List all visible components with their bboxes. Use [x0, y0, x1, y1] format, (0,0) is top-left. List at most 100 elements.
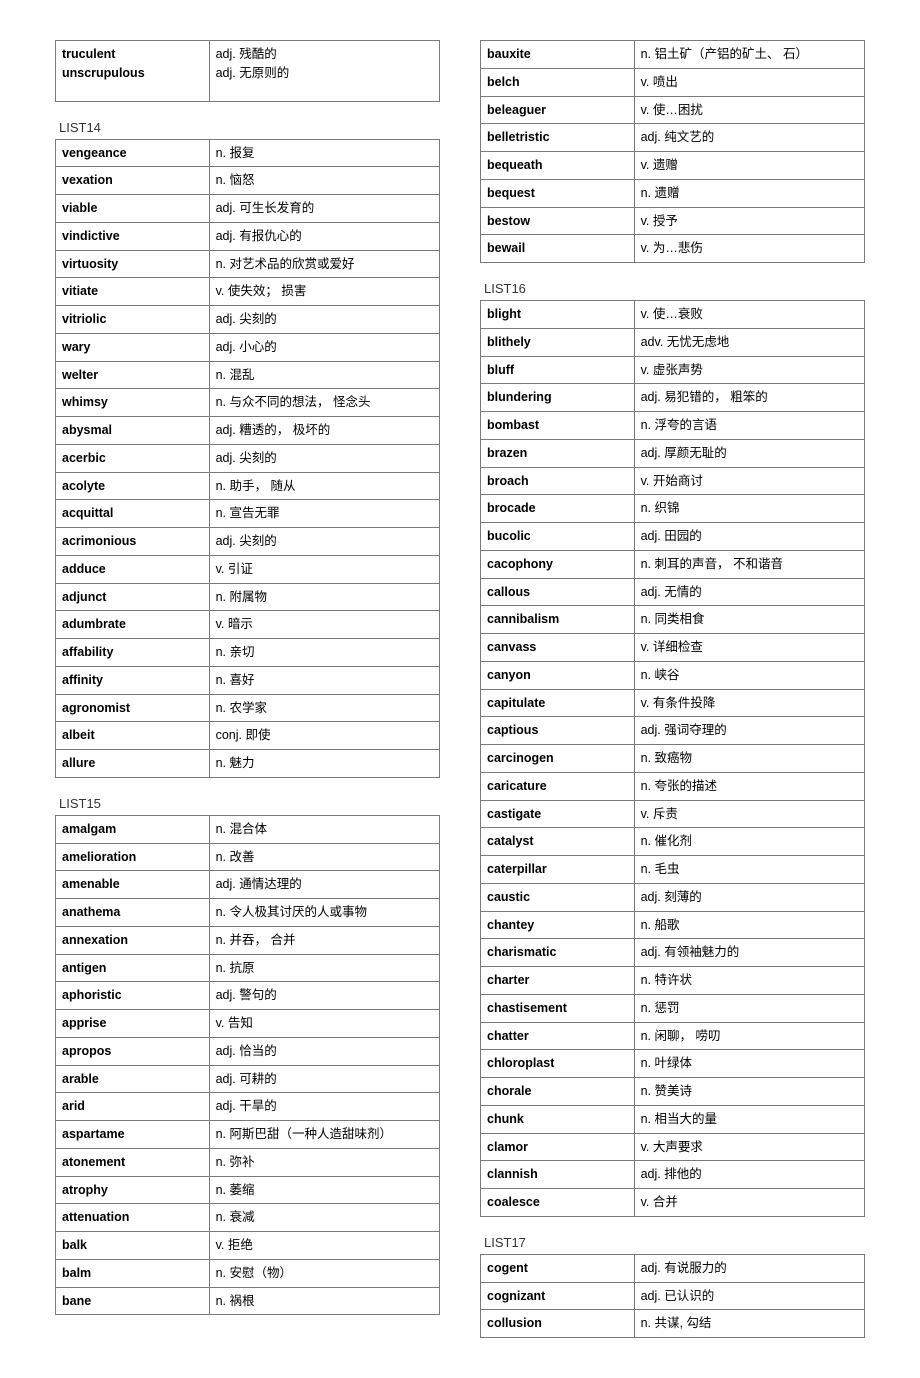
table-row: chunkn. 相当大的量: [481, 1105, 865, 1133]
table-row: catalystn. 催化剂: [481, 828, 865, 856]
def-cell: n. 惩罚: [634, 994, 864, 1022]
word-cell: bluff: [481, 356, 635, 384]
word-cell: cognizant: [481, 1282, 635, 1310]
word-cell: arable: [56, 1065, 210, 1093]
def-cell: n. 萎缩: [209, 1176, 439, 1204]
table-row: callousadj. 无情的: [481, 578, 865, 606]
word-cell: balm: [56, 1259, 210, 1287]
table-row: antigenn. 抗原: [56, 954, 440, 982]
word-cell: clannish: [481, 1161, 635, 1189]
word-cell: acerbic: [56, 444, 210, 472]
def-cell: adj. 尖刻的: [209, 444, 439, 472]
def-cell: n. 催化剂: [634, 828, 864, 856]
left-top-table: truculent unscrupulous adj. 残酷的 adj. 无原则…: [55, 40, 440, 102]
def-cell: n. 致癌物: [634, 745, 864, 773]
table-row: blunderingadj. 易犯错的， 粗笨的: [481, 384, 865, 412]
word-cell: belch: [481, 68, 635, 96]
def-cell: n. 夸张的描述: [634, 772, 864, 800]
def-cell: n. 农学家: [209, 694, 439, 722]
word-cell: bauxite: [481, 41, 635, 69]
word-cell: aphoristic: [56, 982, 210, 1010]
table-row: cognizantadj. 已认识的: [481, 1282, 865, 1310]
table-row: chanteyn. 船歌: [481, 911, 865, 939]
table-row: bequeathv. 遗赠: [481, 152, 865, 180]
table-row: brocaden. 织锦: [481, 495, 865, 523]
table-row: aspartamen. 阿斯巴甜（一种人造甜味剂）: [56, 1121, 440, 1149]
def-cell: n. 遗赠: [634, 179, 864, 207]
def-cell: adj. 可生长发育的: [209, 195, 439, 223]
word-cell: castigate: [481, 800, 635, 828]
table-row: acolyten. 助手， 随从: [56, 472, 440, 500]
def-cell: n. 安慰（物）: [209, 1259, 439, 1287]
spacer: [62, 83, 203, 97]
word-cell: callous: [481, 578, 635, 606]
table-row: balmn. 安慰（物）: [56, 1259, 440, 1287]
table-row: bestowv. 授予: [481, 207, 865, 235]
table-row: causticadj. 刻薄的: [481, 883, 865, 911]
word-cell: bestow: [481, 207, 635, 235]
table-row: brazenadj. 厚颜无耻的: [481, 439, 865, 467]
def-cell: n. 恼怒: [209, 167, 439, 195]
right-top-table: bauxiten. 铝土矿（产铝的矿土、 石）belchv. 喷出beleagu…: [480, 40, 865, 263]
table-row: chartern. 特许状: [481, 967, 865, 995]
word-cell: charismatic: [481, 939, 635, 967]
word-cell: albeit: [56, 722, 210, 750]
table-row: acquittaln. 宣告无罪: [56, 500, 440, 528]
def-cell: conj. 即使: [209, 722, 439, 750]
left-column: truculent unscrupulous adj. 残酷的 adj. 无原则…: [55, 40, 440, 1338]
word-cell: welter: [56, 361, 210, 389]
list16-title: LIST16: [484, 281, 865, 296]
table-row: chattern. 闲聊， 唠叨: [481, 1022, 865, 1050]
word-cell: adjunct: [56, 583, 210, 611]
word-cell: amelioration: [56, 843, 210, 871]
word-cell: vexation: [56, 167, 210, 195]
word-cell: caterpillar: [481, 856, 635, 884]
word-cell: belletristic: [481, 124, 635, 152]
table-row: acerbicadj. 尖刻的: [56, 444, 440, 472]
word-cell: carcinogen: [481, 745, 635, 773]
table-row: ameliorationn. 改善: [56, 843, 440, 871]
def-cell: n. 祸根: [209, 1287, 439, 1315]
word-cell: agronomist: [56, 694, 210, 722]
def-cell: v. 引证: [209, 555, 439, 583]
word-cell: vitiate: [56, 278, 210, 306]
word-cell: catalyst: [481, 828, 635, 856]
table-row: truculent unscrupulous adj. 残酷的 adj. 无原则…: [56, 41, 440, 102]
table-row: chloroplastn. 叶绿体: [481, 1050, 865, 1078]
table-row: caricaturen. 夸张的描述: [481, 772, 865, 800]
def-cell: n. 赞美诗: [634, 1078, 864, 1106]
word-cell: bane: [56, 1287, 210, 1315]
def-cell: adj. 排他的: [634, 1161, 864, 1189]
def-cell: v. 合并: [634, 1189, 864, 1217]
def-cell: n. 喜好: [209, 666, 439, 694]
def-cell: n. 同类相食: [634, 606, 864, 634]
word-cell: adumbrate: [56, 611, 210, 639]
word-cell: brocade: [481, 495, 635, 523]
def-cell: n. 铝土矿（产铝的矿土、 石）: [634, 41, 864, 69]
list17-table: cogentadj. 有说服力的cognizantadj. 已认识的collus…: [480, 1254, 865, 1338]
def-cell: n. 相当大的量: [634, 1105, 864, 1133]
table-row: broachv. 开始商讨: [481, 467, 865, 495]
word-cell: wary: [56, 333, 210, 361]
word-cell: chorale: [481, 1078, 635, 1106]
word-cell: clamor: [481, 1133, 635, 1161]
def-cell: adj. 有领袖魅力的: [634, 939, 864, 967]
table-row: vexationn. 恼怒: [56, 167, 440, 195]
def-cell: v. 授予: [634, 207, 864, 235]
def-cell: v. 开始商讨: [634, 467, 864, 495]
table-row: apprisev. 告知: [56, 1010, 440, 1038]
table-row: bluffv. 虚张声势: [481, 356, 865, 384]
def-text: adj. 无原则的: [216, 64, 433, 83]
word-cell: acquittal: [56, 500, 210, 528]
def-cell: v. 使失效； 损害: [209, 278, 439, 306]
word-cell: bequeath: [481, 152, 635, 180]
def-cell: v. 遗赠: [634, 152, 864, 180]
word-cell: cogent: [481, 1254, 635, 1282]
list14-title: LIST14: [59, 120, 440, 135]
word-cell: chunk: [481, 1105, 635, 1133]
def-cell: adj. 已认识的: [634, 1282, 864, 1310]
word-cell: attenuation: [56, 1204, 210, 1232]
list17-title: LIST17: [484, 1235, 865, 1250]
word-cell: amenable: [56, 871, 210, 899]
def-cell: v. 使…衰败: [634, 301, 864, 329]
